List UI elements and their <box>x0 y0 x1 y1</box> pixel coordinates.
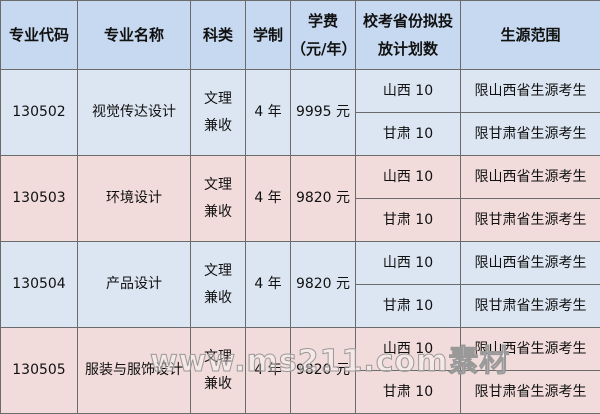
subject-type-line1: 文理 <box>191 172 245 199</box>
subject-type-line2: 兼收 <box>191 199 245 226</box>
header-plans-line1: 校考省份拟投 <box>356 7 460 36</box>
subject-type: 文理兼收 <box>191 328 246 414</box>
plan-scope: 限山西省生源考生 <box>461 156 600 199</box>
subject-type-line2: 兼收 <box>191 371 245 398</box>
header-years: 学制 <box>246 1 291 70</box>
header-row: 专业代码 专业名称 科类 学制 学费（元/年） 校考省份拟投放计划数 生源范围 <box>1 1 600 70</box>
plan-scope: 限甘肃省生源考生 <box>461 371 600 414</box>
plan-scope: 限甘肃省生源考生 <box>461 285 600 328</box>
header-plans-line2: 放计划数 <box>356 35 460 64</box>
plan-province: 山西 10 <box>356 70 461 113</box>
plan-scope: 限山西省生源考生 <box>461 70 600 113</box>
plan-province: 山西 10 <box>356 242 461 285</box>
fee: 9995 元 <box>291 70 356 156</box>
table-row: 130505 服装与服饰设计 文理兼收 4 年 9820 元 山西 10 限山西… <box>1 328 600 371</box>
plan-scope: 限山西省生源考生 <box>461 328 600 371</box>
plan-province: 甘肃 10 <box>356 113 461 156</box>
plan-scope: 限甘肃省生源考生 <box>461 199 600 242</box>
major-name: 环境设计 <box>78 156 191 242</box>
major-name: 视觉传达设计 <box>78 70 191 156</box>
plan-province: 山西 10 <box>356 328 461 371</box>
years: 4 年 <box>246 156 291 242</box>
major-name: 产品设计 <box>78 242 191 328</box>
fee: 9820 元 <box>291 328 356 414</box>
subject-type: 文理兼收 <box>191 156 246 242</box>
header-code: 专业代码 <box>1 1 78 70</box>
major-name: 服装与服饰设计 <box>78 328 191 414</box>
years: 4 年 <box>246 328 291 414</box>
subject-type: 文理兼收 <box>191 242 246 328</box>
header-fee-line2: （元/年） <box>291 35 355 64</box>
header-fee: 学费（元/年） <box>291 1 356 70</box>
header-fee-line1: 学费 <box>291 7 355 36</box>
years: 4 年 <box>246 242 291 328</box>
header-name: 专业名称 <box>78 1 191 70</box>
plan-province: 山西 10 <box>356 156 461 199</box>
plan-province: 甘肃 10 <box>356 285 461 328</box>
subject-type: 文理兼收 <box>191 70 246 156</box>
header-scope: 生源范围 <box>461 1 600 70</box>
fee: 9820 元 <box>291 156 356 242</box>
subject-type-line2: 兼收 <box>191 113 245 140</box>
header-plans: 校考省份拟投放计划数 <box>356 1 461 70</box>
header-type: 科类 <box>191 1 246 70</box>
plan-province: 甘肃 10 <box>356 199 461 242</box>
plan-scope: 限山西省生源考生 <box>461 242 600 285</box>
table-row: 130502 视觉传达设计 文理兼收 4 年 9995 元 山西 10 限山西省… <box>1 70 600 113</box>
plan-scope: 限甘肃省生源考生 <box>461 113 600 156</box>
fee: 9820 元 <box>291 242 356 328</box>
subject-type-line2: 兼收 <box>191 285 245 312</box>
table-row: 130504 产品设计 文理兼收 4 年 9820 元 山西 10 限山西省生源… <box>1 242 600 285</box>
major-code: 130504 <box>1 242 78 328</box>
major-code: 130505 <box>1 328 78 414</box>
subject-type-line1: 文理 <box>191 86 245 113</box>
major-code: 130502 <box>1 70 78 156</box>
years: 4 年 <box>246 70 291 156</box>
table-row: 130503 环境设计 文理兼收 4 年 9820 元 山西 10 限山西省生源… <box>1 156 600 199</box>
subject-type-line1: 文理 <box>191 258 245 285</box>
plan-province: 甘肃 10 <box>356 371 461 414</box>
major-code: 130503 <box>1 156 78 242</box>
subject-type-line1: 文理 <box>191 344 245 371</box>
